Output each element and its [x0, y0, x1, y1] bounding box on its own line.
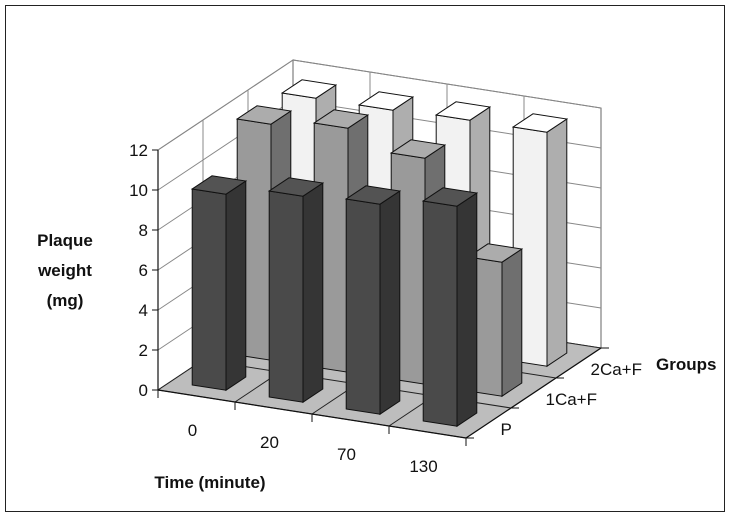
axes: 0 2 4 6 8 10 12 0 20 70 130 P 1Ca+F 2Ca+F [129, 141, 642, 476]
bar-front-face [345, 198, 381, 415]
y-axis-label-line-1: Plaque [37, 231, 93, 250]
y-tick-label: 2 [139, 341, 148, 360]
bar-top-face [235, 105, 293, 125]
x-tick-label: 0 [188, 421, 197, 440]
y-tick-label: 10 [129, 181, 148, 200]
x-tick-label: 70 [337, 445, 356, 464]
bar-top-face [190, 175, 248, 195]
y-tick-label: 4 [139, 301, 148, 320]
y-tick-label: 12 [129, 141, 148, 160]
y-axis-label-line-3: (mg) [47, 291, 84, 310]
bar-side-face [225, 180, 247, 392]
bar-p-20 [267, 177, 325, 404]
bar-top-face [344, 185, 402, 205]
bar-p-70 [344, 185, 402, 416]
series-label: 1Ca+F [546, 390, 598, 409]
bar-front-face [268, 190, 304, 403]
series-label: 2Ca+F [591, 360, 643, 379]
bar-top-face [466, 243, 524, 263]
series-label: P [501, 420, 512, 439]
y-axis-label-line-2: weight [37, 261, 92, 280]
bar-top-face [280, 79, 338, 99]
bar-front-face [422, 200, 458, 427]
bar-side-face [456, 192, 478, 428]
chart-border [5, 5, 725, 512]
bar-side-face [546, 118, 568, 368]
bar-group [190, 79, 569, 428]
y-tick-label: 6 [139, 261, 148, 280]
x-tick-label: 130 [409, 457, 437, 476]
depth-axis-line [465, 347, 602, 439]
bar-top-face [312, 109, 370, 129]
bar-side-face [379, 190, 401, 416]
bar-front-face [191, 188, 227, 391]
x-axis-label: Time (minute) [154, 473, 265, 492]
x-tick-label: 20 [260, 433, 279, 452]
z-axis-label: Groups [656, 355, 716, 374]
bar-p-130 [421, 187, 479, 428]
bar-top-face [389, 139, 447, 159]
bar-top-face [421, 187, 479, 207]
bar-top-face [267, 177, 325, 197]
bar-side-face [501, 248, 523, 398]
bar-side-face [302, 182, 324, 404]
bar-top-face [434, 101, 492, 121]
bar-p-0 [190, 175, 248, 392]
axis-labels: Plaque weight (mg) Time (minute) Groups [37, 231, 716, 492]
y-tick-label: 8 [139, 221, 148, 240]
y-tick-label: 0 [139, 381, 148, 400]
bar-top-face [511, 113, 569, 133]
bar-top-face [357, 91, 415, 111]
